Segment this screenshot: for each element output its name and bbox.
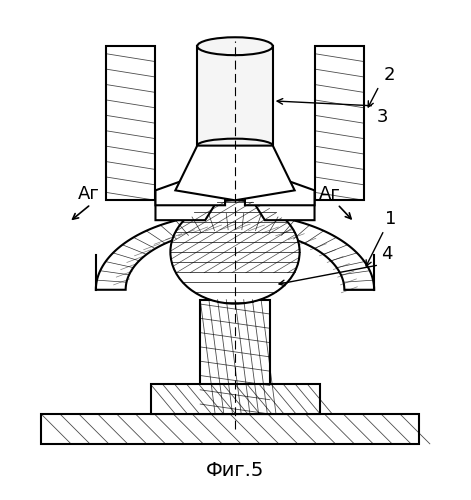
Polygon shape — [155, 160, 230, 220]
Text: Аг: Аг — [78, 186, 100, 204]
Polygon shape — [175, 146, 295, 201]
Text: Аг: Аг — [318, 186, 341, 204]
Polygon shape — [197, 46, 273, 146]
Polygon shape — [200, 300, 270, 414]
Polygon shape — [315, 46, 364, 201]
Polygon shape — [106, 46, 155, 201]
Ellipse shape — [197, 38, 273, 55]
Text: 2: 2 — [384, 66, 396, 84]
Ellipse shape — [171, 200, 300, 304]
Text: Фиг.5: Фиг.5 — [206, 461, 264, 480]
Text: 3: 3 — [377, 108, 389, 126]
Polygon shape — [155, 140, 315, 205]
Text: 1: 1 — [385, 210, 397, 228]
Polygon shape — [41, 414, 419, 444]
Polygon shape — [151, 384, 319, 414]
Polygon shape — [240, 160, 315, 220]
Ellipse shape — [197, 138, 273, 152]
Text: 4: 4 — [381, 245, 393, 263]
Polygon shape — [96, 213, 374, 290]
